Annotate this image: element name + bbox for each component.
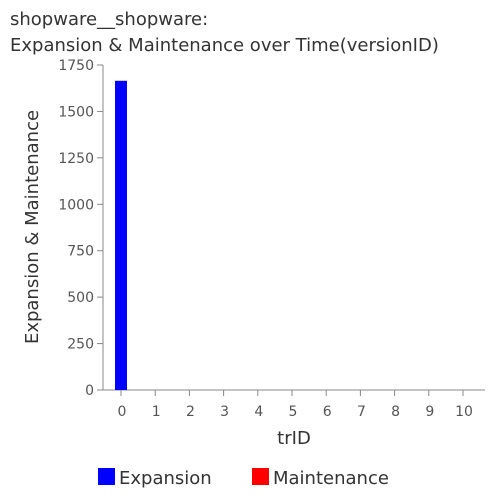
y-axis-title: Expansion & Maintenance <box>22 110 43 344</box>
x-axis-title: trID <box>277 428 311 449</box>
x-tick-label: 4 <box>254 404 263 420</box>
legend-swatch-expansion <box>98 468 115 485</box>
legend-swatch-maintenance <box>252 468 269 485</box>
bar-expansion-0 <box>115 80 127 391</box>
y-tick-label: 0 <box>85 383 94 399</box>
legend-label-expansion: Expansion <box>119 468 212 489</box>
legend: Expansion Maintenance <box>98 468 389 489</box>
x-tick-label: 0 <box>118 404 127 420</box>
x-tick-label: 5 <box>289 404 298 420</box>
y-tick-label: 500 <box>67 290 94 306</box>
bars <box>115 80 127 391</box>
x-tick-label: 6 <box>323 404 332 420</box>
y-axis: 0 250 500 750 1000 1250 1500 1750 <box>58 58 104 399</box>
chart-title: shopware__shopware: Expansion & Maintena… <box>10 7 439 59</box>
x-tick-label: 1 <box>152 404 161 420</box>
x-tick-label: 8 <box>391 404 400 420</box>
y-tick-label: 750 <box>67 244 94 260</box>
x-axis: 0 1 2 3 4 5 6 7 8 9 10 <box>103 389 485 420</box>
chart-title-line-2: Expansion & Maintenance over Time(versio… <box>10 35 439 56</box>
x-tick-label: 3 <box>220 404 229 420</box>
y-tick-label: 1750 <box>58 58 94 74</box>
x-tick-label: 7 <box>357 404 366 420</box>
x-tick-label: 2 <box>186 404 195 420</box>
legend-label-maintenance: Maintenance <box>273 468 389 489</box>
x-tick-label: 9 <box>425 404 434 420</box>
y-tick-label: 1500 <box>58 104 94 120</box>
chart-title-line-1: shopware__shopware: <box>10 9 209 30</box>
x-tick-label: 10 <box>455 404 473 420</box>
y-tick-label: 1000 <box>58 197 94 213</box>
y-tick-label: 1250 <box>58 151 94 167</box>
y-tick-label: 250 <box>67 337 94 353</box>
